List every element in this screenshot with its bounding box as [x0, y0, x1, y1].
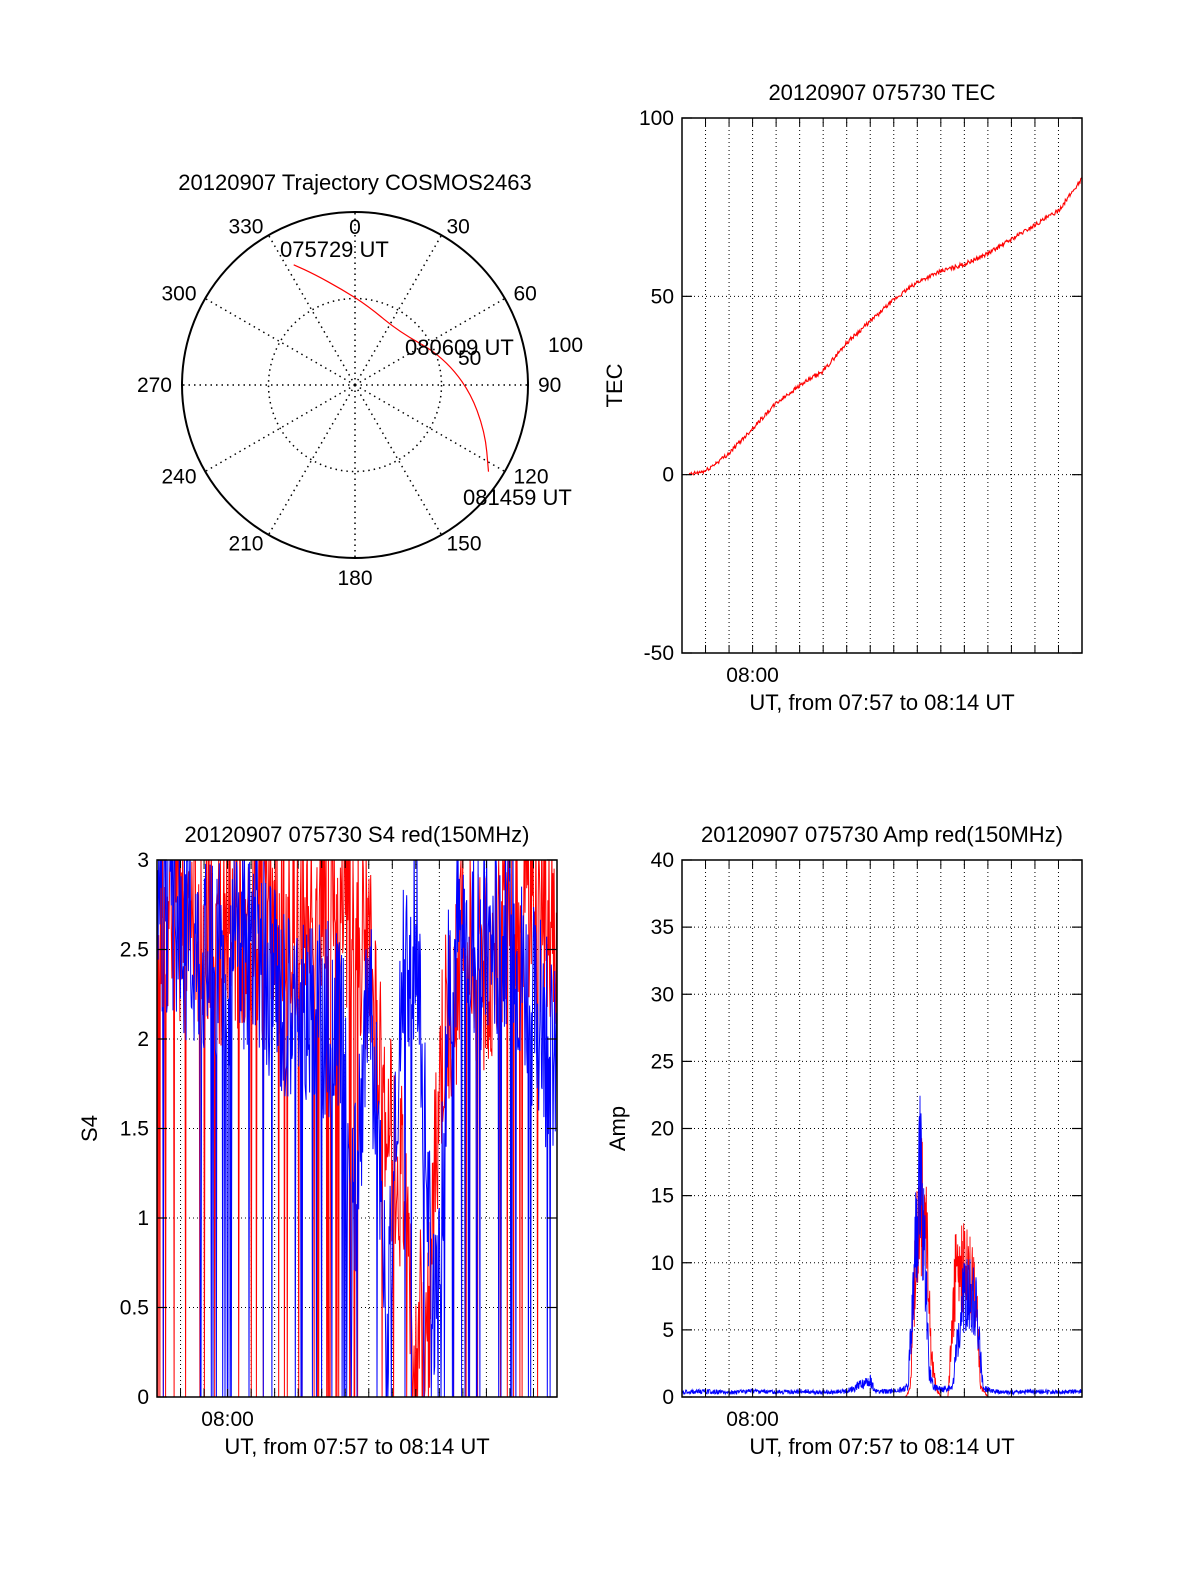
polar-spoke	[354, 297, 506, 386]
polar-radial-label: 50	[458, 347, 481, 370]
polar-spoke	[204, 384, 356, 473]
polar-angle-label: 300	[161, 283, 196, 306]
y-tick-label: 0	[662, 1386, 674, 1409]
amp-plot: 20120907 075730 Amp red(150MHz) 0 5 10 15 20 2…	[605, 822, 1083, 1459]
plot-title: 20120907 075730 TEC	[768, 80, 995, 105]
y-axis-label: S4	[77, 1115, 102, 1142]
plot-title: 20120907 075730 S4 red(150MHz)	[185, 822, 530, 847]
polar-angle-label: 270	[137, 374, 172, 397]
polar-spoke	[354, 384, 443, 536]
trajectory-polar-plot: 20120907 Trajectory COSMOS2463 0 30 60 90 12…	[137, 170, 583, 590]
polar-angle-label: 150	[447, 532, 482, 555]
polar-angle-label: 30	[447, 216, 470, 239]
x-axis-label: UT, from 07:57 to 08:14 UT	[749, 690, 1014, 715]
x-tick-label: 08:00	[726, 1408, 779, 1431]
y-tick-label: 1.5	[120, 1118, 149, 1141]
trajectory-line	[293, 264, 490, 472]
polar-angle-label: 60	[513, 283, 536, 306]
trajectory-time-label: 081459 UT	[463, 485, 572, 510]
data-series-line	[688, 177, 1082, 476]
y-tick-label: 25	[651, 1050, 674, 1073]
y-tick-label: 20	[651, 1118, 674, 1141]
y-tick-label: 100	[639, 107, 674, 130]
y-tick-label: 15	[651, 1185, 674, 1208]
y-tick-label: 3	[137, 849, 149, 872]
x-tick-label: 08:00	[201, 1408, 254, 1431]
y-tick-label: 35	[651, 916, 674, 939]
y-tick-label: 40	[651, 849, 674, 872]
polar-ring-50	[267, 297, 443, 473]
polar-angle-labels: 0 30 60 90 120 150 180 210 240 270 300 330	[137, 216, 561, 590]
y-tick-label: 30	[651, 983, 674, 1006]
polar-radial-labels: 50 100	[458, 334, 583, 370]
y-tick-label: 5	[662, 1319, 674, 1342]
tec-plot: 20120907 075730 TEC -50 0 50 100 08:00 UT, fro…	[602, 80, 1083, 715]
y-tick-label: -50	[644, 642, 674, 665]
trajectory-annotations: 075729 UT 080609 UT 081459 UT	[280, 237, 572, 510]
y-tick-label: 2	[137, 1028, 149, 1051]
polar-angle-label: 210	[228, 532, 263, 555]
polar-outer-circle	[181, 211, 529, 559]
y-tick-label: 50	[651, 285, 674, 308]
polar-angle-label: 0	[349, 216, 361, 239]
polar-angle-label: 240	[161, 466, 196, 489]
polar-angle-label: 120	[513, 466, 548, 489]
plot-title: 20120907 075730 Amp red(150MHz)	[701, 822, 1063, 847]
y-tick-label: 2.5	[120, 939, 149, 962]
y-axis-label: Amp	[605, 1106, 630, 1151]
series-group	[157, 860, 557, 1397]
trajectory-time-label: 075729 UT	[280, 237, 389, 262]
polar-spoke	[204, 297, 356, 386]
polar-angle-label: 90	[538, 374, 561, 397]
data-series-line	[157, 860, 557, 1397]
polar-radial-label: 100	[548, 334, 583, 357]
data-series-line	[682, 1095, 1082, 1396]
y-tick-label: 1	[137, 1207, 149, 1230]
y-tick-label: 10	[651, 1252, 674, 1275]
x-tick-label: 08:00	[726, 664, 779, 687]
y-tick-label: 0	[662, 464, 674, 487]
data-series-line	[682, 1138, 1082, 1397]
s4-plot: 20120907 075730 S4 red(150MHz) 0 0.5 1 1.5 2 2…	[77, 822, 558, 1459]
data-series-line	[157, 860, 557, 1397]
polar-angle-label: 330	[228, 216, 263, 239]
polar-spoke	[354, 234, 443, 386]
x-axis-label: UT, from 07:57 to 08:14 UT	[224, 1434, 489, 1459]
polar-spoke	[267, 234, 356, 386]
y-axis-label: TEC	[602, 363, 627, 407]
polar-spoke	[354, 384, 506, 473]
y-tick-label: 0	[137, 1386, 149, 1409]
polar-angle-label: 180	[337, 567, 372, 590]
plot-frame	[681, 117, 1083, 654]
series-group	[682, 1095, 1082, 1397]
trajectory-title: 20120907 Trajectory COSMOS2463	[178, 170, 531, 195]
polar-grid	[182, 212, 528, 558]
y-tick-label: 0.5	[120, 1297, 149, 1320]
polar-spoke	[267, 384, 356, 536]
series-group	[688, 177, 1082, 476]
x-axis-label: UT, from 07:57 to 08:14 UT	[749, 1434, 1014, 1459]
trajectory-time-label: 080609 UT	[405, 335, 514, 360]
